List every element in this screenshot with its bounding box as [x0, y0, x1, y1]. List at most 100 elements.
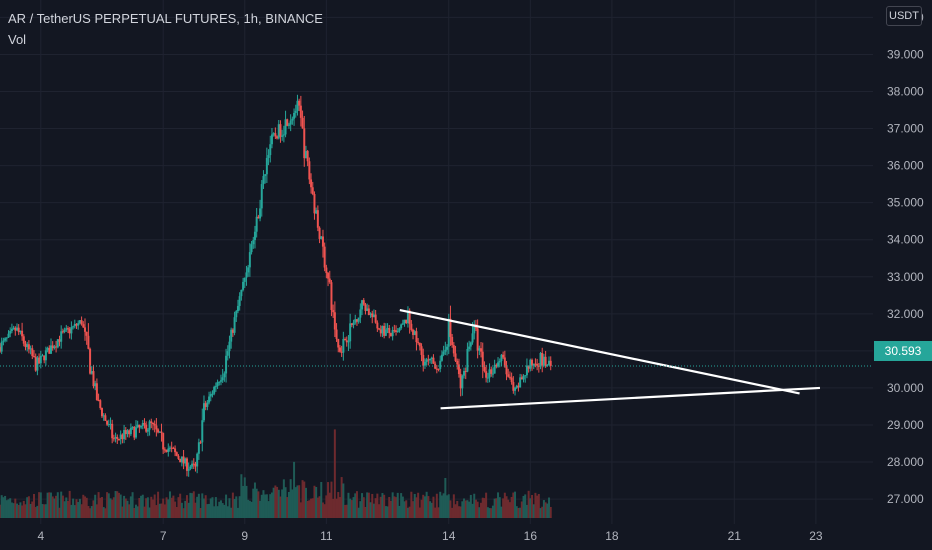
candle-body [488, 369, 491, 378]
symbol-title: AR / TetherUS PERPETUAL FUTURES, 1h, BIN… [8, 11, 323, 26]
candle-body [536, 363, 539, 366]
candle-body [245, 272, 248, 278]
volume-bar [379, 496, 382, 518]
volume-bar [362, 497, 365, 518]
volume-bar [412, 501, 415, 518]
volume-bar [408, 506, 411, 518]
candle-body [163, 449, 166, 451]
candle-body [546, 364, 549, 366]
volume-bar [321, 502, 324, 518]
candle-body [209, 394, 212, 397]
candle-body [269, 144, 272, 156]
candle-body [520, 377, 523, 380]
candle-body [94, 383, 97, 387]
volume-bar [525, 504, 528, 518]
candle-body [299, 105, 302, 118]
volume-bar [372, 503, 375, 518]
candle-body [250, 244, 253, 253]
volume-bar [299, 502, 302, 518]
volume-bar [286, 497, 289, 518]
volume-bar [287, 491, 290, 518]
candle-body [65, 328, 68, 330]
candle-body [66, 328, 69, 330]
time-tick-label: 4 [37, 529, 44, 543]
candle-body [333, 312, 336, 330]
candle-body [197, 442, 200, 454]
candle-body [14, 327, 17, 331]
candle-body [483, 367, 486, 372]
volume-bar [223, 504, 226, 518]
candle-body [19, 330, 22, 333]
volume-bar [233, 498, 236, 518]
candle-body [58, 339, 61, 342]
candle-body [83, 327, 86, 332]
candle-body [415, 331, 418, 343]
candle-body [408, 310, 411, 324]
volume-bar [304, 487, 307, 518]
volume-bar [199, 507, 202, 518]
candle-body [78, 320, 81, 324]
volume-bar [247, 499, 250, 518]
volume-bar [116, 491, 119, 518]
candle-body [342, 338, 345, 353]
candle-body [282, 134, 285, 136]
candle-body [90, 371, 93, 374]
candle-body [476, 328, 479, 351]
volume-bar [279, 496, 282, 518]
candle-body [185, 458, 188, 471]
volume-bar [46, 492, 49, 518]
candle-body [80, 320, 83, 325]
volume-bar [457, 506, 460, 518]
volume-bar [354, 493, 357, 518]
candle-body [362, 300, 365, 305]
volume-bar [143, 506, 146, 518]
candle-body [376, 322, 379, 329]
volume-bar [293, 461, 296, 518]
volume-bar [75, 499, 78, 518]
candle-body [177, 455, 180, 459]
candle-body [393, 330, 396, 332]
volume-bar [549, 506, 552, 518]
candle-body [194, 463, 197, 467]
candle-body [53, 346, 56, 349]
candle-body [73, 323, 76, 327]
candle-body [303, 128, 306, 159]
candle-body [21, 330, 24, 337]
price-tick-label: 34.000 [887, 233, 924, 247]
volume-bar [520, 501, 523, 518]
volume-bar [66, 500, 69, 518]
volume-bar [468, 501, 471, 518]
candle-body [123, 430, 126, 440]
volume-bar [340, 477, 343, 518]
volume-bar [180, 502, 183, 518]
volume-bar [38, 492, 41, 518]
currency-button[interactable]: USDT [886, 6, 922, 26]
candle-body [49, 345, 52, 354]
candle-body [497, 362, 500, 367]
candle-body [77, 323, 80, 326]
candle-body [131, 426, 134, 428]
volume-bar [349, 498, 352, 518]
volume-bar [123, 495, 126, 518]
volume-bar [542, 500, 545, 518]
candle-body [233, 317, 236, 333]
candle-body [383, 325, 386, 336]
candle-body [29, 348, 32, 350]
volume-bar [507, 499, 510, 518]
volume-bar [296, 485, 299, 518]
candle-body [34, 356, 37, 371]
volume-bar [245, 485, 248, 518]
candle-body [405, 319, 408, 324]
candle-body [60, 331, 63, 342]
candle-body [191, 463, 194, 467]
trendline-lower [440, 386, 821, 410]
candle-body [242, 281, 245, 290]
volume-bar [60, 491, 63, 518]
candle-body [253, 231, 256, 241]
volume-bar [537, 494, 540, 518]
volume-bar [4, 495, 7, 518]
volume-label: Vol [8, 32, 27, 47]
candle-body [116, 436, 119, 440]
volume-bar [435, 493, 438, 518]
